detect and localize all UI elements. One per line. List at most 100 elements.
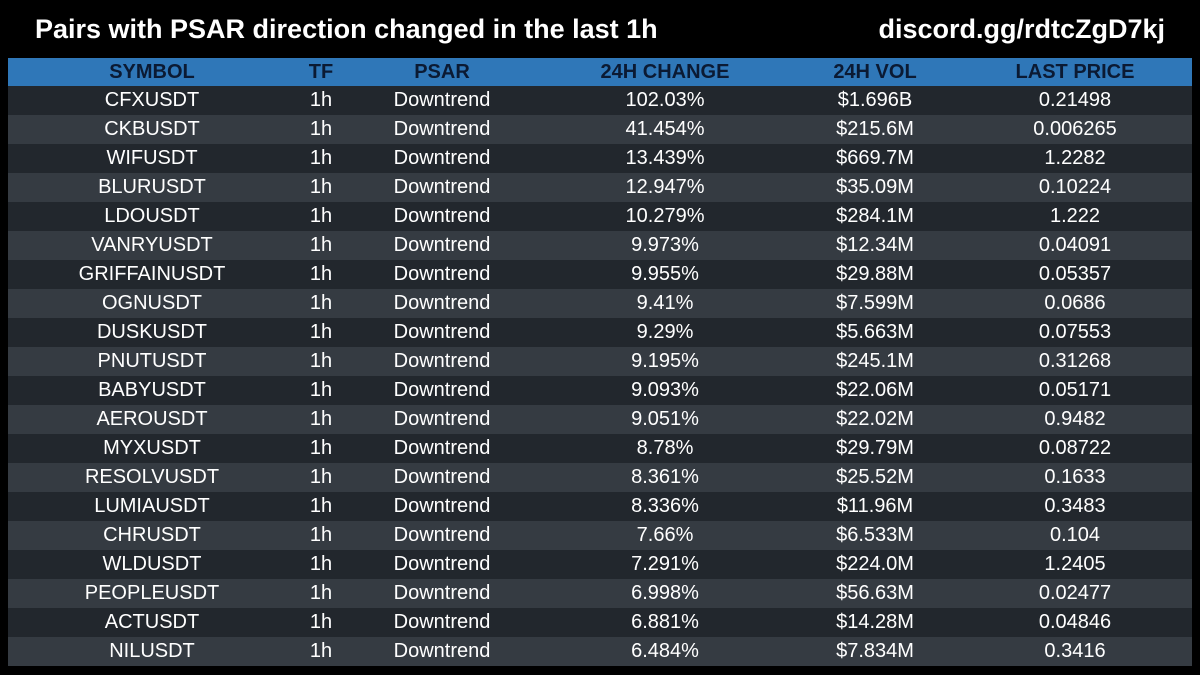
table-row: CFXUSDT 1h Downtrend 102.03% $1.696B 0.21498: [8, 86, 1192, 115]
price-cell: 0.9482: [958, 405, 1192, 434]
table-row: RESOLVUSDT 1h Downtrend 8.361% $25.52M 0.1633: [8, 463, 1192, 492]
change-cell: 9.093%: [538, 376, 792, 405]
psar-cell: Downtrend: [346, 492, 538, 521]
change-cell: 7.291%: [538, 550, 792, 579]
price-cell: 0.0686: [958, 289, 1192, 318]
table-body: CFXUSDT 1h Downtrend 102.03% $1.696B 0.21498 C…: [8, 86, 1192, 666]
psar-cell: Downtrend: [346, 637, 538, 666]
change-cell: 9.41%: [538, 289, 792, 318]
tf-cell: 1h: [296, 608, 346, 637]
volume-cell: $14.28M: [792, 608, 958, 637]
symbol-cell: CHRUSDT: [8, 521, 296, 550]
volume-cell: $29.79M: [792, 434, 958, 463]
symbol-cell: CKBUSDT: [8, 115, 296, 144]
table-header-row: SYMBOL TF PSAR 24H CHANGE 24H VOL LAST P…: [8, 58, 1192, 86]
symbol-cell: NILUSDT: [8, 637, 296, 666]
change-cell: 8.361%: [538, 463, 792, 492]
volume-cell: $245.1M: [792, 347, 958, 376]
change-cell: 6.484%: [538, 637, 792, 666]
psar-cell: Downtrend: [346, 86, 538, 115]
table-row: ACTUSDT 1h Downtrend 6.881% $14.28M 0.04846: [8, 608, 1192, 637]
volume-cell: $215.6M: [792, 115, 958, 144]
symbol-cell: MYXUSDT: [8, 434, 296, 463]
psar-cell: Downtrend: [346, 144, 538, 173]
psar-cell: Downtrend: [346, 608, 538, 637]
change-cell: 9.195%: [538, 347, 792, 376]
price-cell: 0.1633: [958, 463, 1192, 492]
price-cell: 1.222: [958, 202, 1192, 231]
price-cell: 0.05357: [958, 260, 1192, 289]
change-cell: 6.998%: [538, 579, 792, 608]
change-cell: 7.66%: [538, 521, 792, 550]
volume-cell: $35.09M: [792, 173, 958, 202]
volume-cell: $22.02M: [792, 405, 958, 434]
psar-cell: Downtrend: [346, 202, 538, 231]
tf-cell: 1h: [296, 463, 346, 492]
column-header-tf: TF: [296, 58, 346, 86]
symbol-cell: AEROUSDT: [8, 405, 296, 434]
change-cell: 13.439%: [538, 144, 792, 173]
tf-cell: 1h: [296, 231, 346, 260]
symbol-cell: WLDUSDT: [8, 550, 296, 579]
table-row: PNUTUSDT 1h Downtrend 9.195% $245.1M 0.31268: [8, 347, 1192, 376]
tf-cell: 1h: [296, 318, 346, 347]
column-header-24h-change: 24H CHANGE: [538, 58, 792, 86]
table-row: OGNUSDT 1h Downtrend 9.41% $7.599M 0.0686: [8, 289, 1192, 318]
tf-cell: 1h: [296, 521, 346, 550]
column-header-psar: PSAR: [346, 58, 538, 86]
table-row: AEROUSDT 1h Downtrend 9.051% $22.02M 0.9482: [8, 405, 1192, 434]
volume-cell: $12.34M: [792, 231, 958, 260]
tf-cell: 1h: [296, 86, 346, 115]
symbol-cell: LUMIAUSDT: [8, 492, 296, 521]
table-row: NILUSDT 1h Downtrend 6.484% $7.834M 0.3416: [8, 637, 1192, 666]
price-cell: 0.08722: [958, 434, 1192, 463]
psar-pairs-table: SYMBOL TF PSAR 24H CHANGE 24H VOL LAST P…: [8, 58, 1192, 666]
price-cell: 0.104: [958, 521, 1192, 550]
volume-cell: $7.599M: [792, 289, 958, 318]
volume-cell: $5.663M: [792, 318, 958, 347]
volume-cell: $1.696B: [792, 86, 958, 115]
symbol-cell: DUSKUSDT: [8, 318, 296, 347]
psar-cell: Downtrend: [346, 231, 538, 260]
psar-cell: Downtrend: [346, 434, 538, 463]
change-cell: 9.955%: [538, 260, 792, 289]
change-cell: 9.973%: [538, 231, 792, 260]
psar-cell: Downtrend: [346, 463, 538, 492]
table-row: DUSKUSDT 1h Downtrend 9.29% $5.663M 0.07553: [8, 318, 1192, 347]
tf-cell: 1h: [296, 115, 346, 144]
psar-cell: Downtrend: [346, 376, 538, 405]
change-cell: 12.947%: [538, 173, 792, 202]
psar-cell: Downtrend: [346, 347, 538, 376]
price-cell: 0.04846: [958, 608, 1192, 637]
table-row: CKBUSDT 1h Downtrend 41.454% $215.6M 0.006265: [8, 115, 1192, 144]
change-cell: 10.279%: [538, 202, 792, 231]
volume-cell: $669.7M: [792, 144, 958, 173]
tf-cell: 1h: [296, 376, 346, 405]
price-cell: 0.3416: [958, 637, 1192, 666]
psar-cell: Downtrend: [346, 318, 538, 347]
price-cell: 0.10224: [958, 173, 1192, 202]
volume-cell: $224.0M: [792, 550, 958, 579]
psar-cell: Downtrend: [346, 115, 538, 144]
price-cell: 0.21498: [958, 86, 1192, 115]
volume-cell: $29.88M: [792, 260, 958, 289]
price-cell: 1.2405: [958, 550, 1192, 579]
price-cell: 0.02477: [958, 579, 1192, 608]
column-header-24h-vol: 24H VOL: [792, 58, 958, 86]
psar-cell: Downtrend: [346, 173, 538, 202]
table-row: CHRUSDT 1h Downtrend 7.66% $6.533M 0.104: [8, 521, 1192, 550]
table-row: BABYUSDT 1h Downtrend 9.093% $22.06M 0.05171: [8, 376, 1192, 405]
discord-invite-link[interactable]: discord.gg/rdtcZgD7kj: [878, 14, 1165, 44]
price-cell: 0.006265: [958, 115, 1192, 144]
symbol-cell: BABYUSDT: [8, 376, 296, 405]
symbol-cell: CFXUSDT: [8, 86, 296, 115]
change-cell: 9.051%: [538, 405, 792, 434]
tf-cell: 1h: [296, 144, 346, 173]
change-cell: 102.03%: [538, 86, 792, 115]
column-header-last-price: LAST PRICE: [958, 58, 1192, 86]
volume-cell: $56.63M: [792, 579, 958, 608]
price-cell: 0.3483: [958, 492, 1192, 521]
volume-cell: $11.96M: [792, 492, 958, 521]
tf-cell: 1h: [296, 492, 346, 521]
